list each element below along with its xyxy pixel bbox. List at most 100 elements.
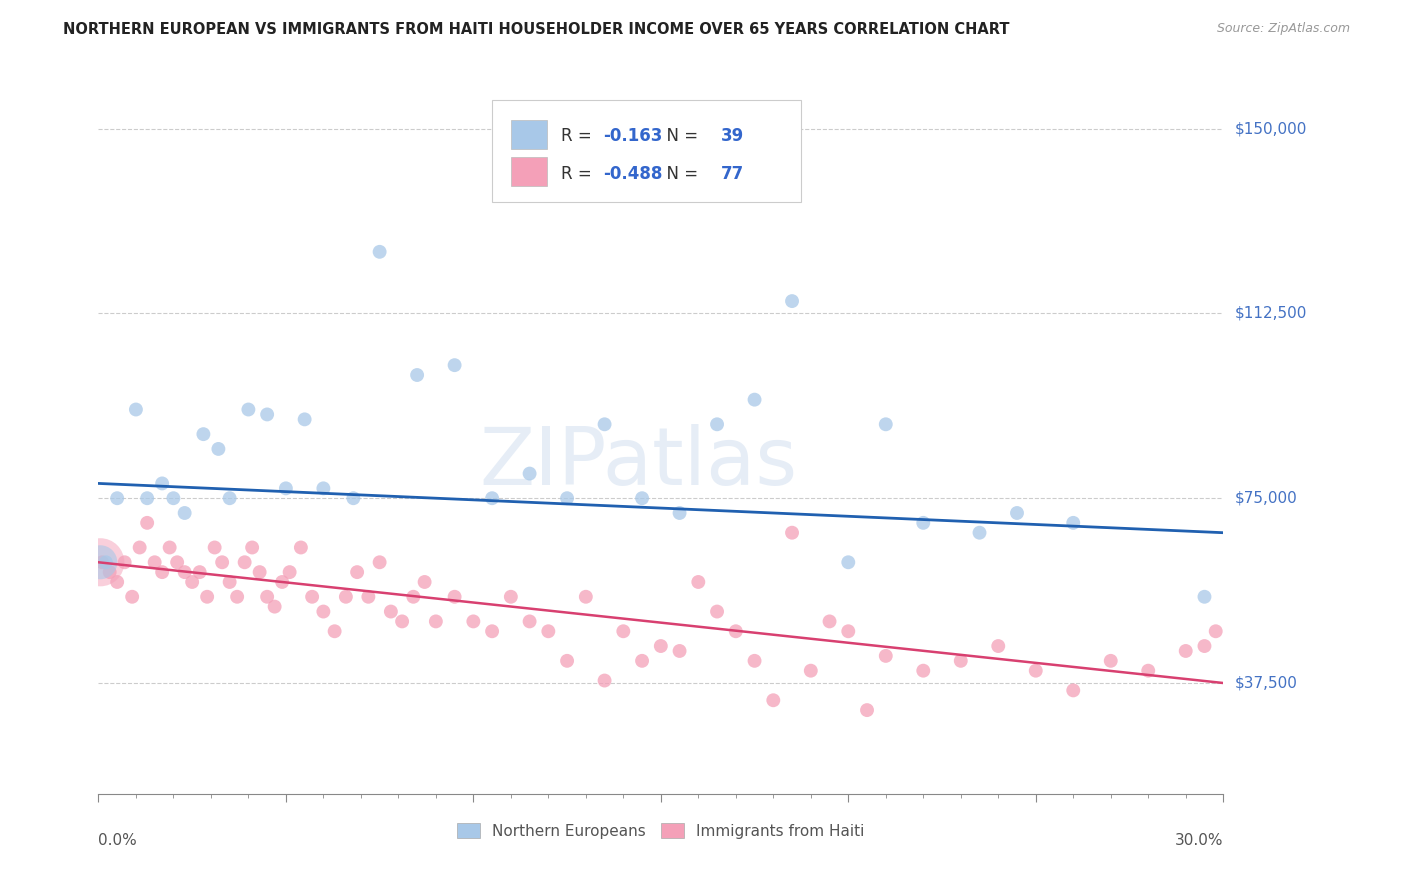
Point (173, 506, 195, 520)
Point (706, 417, 728, 432)
Point (463, 615, 485, 629)
Point (912, 664, 935, 678)
Point (335, 590, 357, 604)
Point (1062, 683, 1084, 698)
Point (1174, 644, 1197, 658)
Point (312, 605, 335, 619)
Point (290, 541, 312, 555)
Legend: Northern Europeans, Immigrants from Haiti: Northern Europeans, Immigrants from Hait… (450, 815, 872, 847)
Point (271, 574, 294, 589)
Point (537, 624, 560, 639)
Point (837, 624, 859, 639)
Point (837, 555, 859, 569)
Point (612, 624, 634, 639)
Point (425, 615, 447, 629)
Point (233, 555, 256, 569)
Point (294, 412, 316, 426)
Point (274, 481, 297, 495)
Point (1025, 664, 1047, 678)
Point (1205, 624, 1227, 639)
Point (1062, 516, 1084, 530)
Point (818, 615, 841, 629)
Text: R =: R = (561, 165, 596, 183)
Text: $112,500: $112,500 (1234, 306, 1306, 321)
Point (724, 624, 747, 639)
Text: $150,000: $150,000 (1234, 121, 1306, 136)
Point (193, 427, 215, 442)
Text: Source: ZipAtlas.com: Source: ZipAtlas.com (1216, 22, 1350, 36)
Point (912, 516, 935, 530)
Point (1194, 639, 1216, 653)
Point (312, 481, 335, 495)
Point (159, 541, 181, 555)
Text: 39: 39 (720, 128, 744, 145)
Point (256, 408, 278, 422)
Point (218, 574, 240, 589)
Point (631, 491, 654, 506)
Point (162, 491, 184, 506)
Point (668, 506, 690, 520)
Point (263, 599, 285, 614)
Point (357, 590, 380, 604)
Point (94, 555, 117, 569)
Point (780, 525, 803, 540)
Point (323, 624, 346, 639)
Point (949, 654, 972, 668)
FancyBboxPatch shape (512, 120, 547, 149)
Point (136, 516, 159, 530)
Point (575, 590, 598, 604)
Point (519, 615, 541, 629)
Point (105, 491, 128, 506)
Point (593, 673, 616, 688)
Point (380, 605, 402, 619)
Point (240, 541, 263, 555)
Point (800, 664, 823, 678)
Point (105, 574, 128, 589)
Point (91, 555, 114, 569)
Text: $37,500: $37,500 (1234, 675, 1298, 690)
Point (89, 555, 111, 569)
Point (98, 565, 121, 579)
Text: R =: R = (561, 128, 596, 145)
Point (1137, 664, 1160, 678)
Point (593, 417, 616, 432)
Point (555, 654, 578, 668)
Text: NORTHERN EUROPEAN VS IMMIGRANTS FROM HAITI HOUSEHOLDER INCOME OVER 65 YEARS CORR: NORTHERN EUROPEAN VS IMMIGRANTS FROM HAI… (63, 22, 1010, 37)
Point (481, 491, 503, 506)
Text: 30.0%: 30.0% (1175, 833, 1223, 848)
Point (443, 358, 465, 372)
Point (136, 491, 159, 506)
Point (987, 639, 1010, 653)
Point (346, 565, 368, 579)
Point (969, 525, 991, 540)
Point (856, 703, 879, 717)
Text: $75,000: $75,000 (1234, 491, 1298, 506)
Text: -0.488: -0.488 (603, 165, 662, 183)
Point (519, 467, 541, 481)
Point (688, 574, 710, 589)
Point (249, 565, 271, 579)
Point (114, 555, 136, 569)
Point (631, 654, 654, 668)
Point (278, 565, 301, 579)
Point (238, 402, 260, 417)
Point (481, 624, 503, 639)
Point (706, 605, 728, 619)
Point (668, 644, 690, 658)
Point (342, 491, 364, 506)
Point (301, 590, 323, 604)
Point (150, 565, 173, 579)
Point (875, 648, 897, 663)
Point (1099, 654, 1122, 668)
Point (188, 565, 211, 579)
Text: -0.163: -0.163 (603, 128, 662, 145)
Point (121, 590, 143, 604)
Text: N =: N = (657, 128, 703, 145)
Point (166, 555, 188, 569)
Text: 0.0%: 0.0% (98, 833, 138, 848)
Point (1194, 590, 1216, 604)
Point (181, 574, 204, 589)
Point (173, 565, 195, 579)
Point (368, 244, 391, 259)
Point (744, 654, 766, 668)
